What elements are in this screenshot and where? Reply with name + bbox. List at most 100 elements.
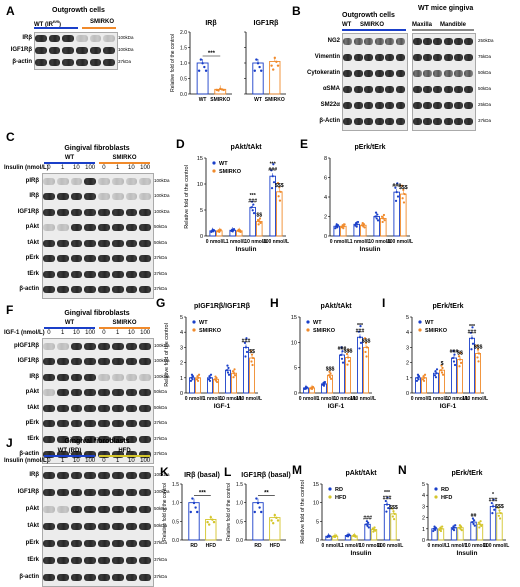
data-point xyxy=(341,350,344,353)
panel-label-b: B xyxy=(292,4,301,18)
blot-F-band xyxy=(125,358,138,366)
blot-F-band xyxy=(125,342,138,350)
blot-b-band xyxy=(364,38,373,45)
blot-a-mw-label: 100kDa xyxy=(118,47,134,52)
blot-J-band xyxy=(139,556,151,564)
y-tick-label: 8 xyxy=(324,156,327,162)
blot-F-band xyxy=(84,358,96,366)
blot-F-band xyxy=(111,451,124,459)
blot-J-band xyxy=(125,471,138,479)
y-tick-label: 0 xyxy=(422,538,425,544)
blot-F-band xyxy=(43,404,55,412)
data-point xyxy=(227,366,230,370)
data-point xyxy=(191,378,194,381)
bar xyxy=(252,502,264,541)
blot-C-band xyxy=(70,286,83,294)
blot-J-dose: 100 xyxy=(140,458,151,464)
significance-mark: ### xyxy=(392,183,401,189)
blot-J-band xyxy=(70,471,83,479)
blot-C-band xyxy=(56,177,69,185)
panel-label-c: C xyxy=(6,130,15,144)
legend-marker xyxy=(418,328,422,332)
data-point xyxy=(367,521,370,524)
data-point xyxy=(358,336,362,339)
blot-b-band xyxy=(374,54,384,61)
blot-J-band xyxy=(56,539,69,547)
legend-marker xyxy=(212,169,216,173)
blot-F-band xyxy=(111,373,124,381)
x-tick-label: 100 nmol/L xyxy=(236,396,262,402)
data-point xyxy=(459,525,463,528)
blot-J-band xyxy=(84,539,96,547)
blot-b-band xyxy=(353,86,363,93)
data-point xyxy=(365,355,368,358)
y-tick-label: 0 xyxy=(324,234,327,240)
blot-C-band xyxy=(56,255,69,263)
data-point xyxy=(400,184,404,187)
blot-a-band xyxy=(62,59,74,66)
blot-F-band xyxy=(111,435,124,443)
y-tick-label: 5 xyxy=(316,519,319,525)
blot-F-mw-label: 100kDa xyxy=(154,358,170,364)
blot-C-band xyxy=(139,208,151,216)
data-point xyxy=(422,379,426,382)
blot-b-band xyxy=(423,54,433,61)
blot-F-band xyxy=(98,451,110,459)
panel-label: G xyxy=(156,296,165,310)
blot-a-band xyxy=(76,47,88,54)
data-point xyxy=(345,352,349,356)
blot-J-band xyxy=(43,488,55,496)
blot-J-band xyxy=(70,539,83,547)
y-tick-label: 6 xyxy=(324,176,327,182)
y-axis-label: Relative fold of the control xyxy=(226,483,232,541)
blot-b-row-label: SM22α xyxy=(320,102,340,108)
blot-F-band xyxy=(139,358,151,366)
blot-C-membrane xyxy=(42,173,154,299)
blot-J-band xyxy=(125,522,138,530)
blot-C-band xyxy=(125,177,138,185)
blot-a-group1-sup: fl/fl xyxy=(53,19,59,24)
bar xyxy=(252,62,264,95)
blot-F-dose: 10 xyxy=(73,330,80,336)
blot-b-band xyxy=(433,54,443,61)
data-point xyxy=(471,342,475,345)
blot-C-band xyxy=(84,208,96,216)
blot-C-group2: SMIRKO xyxy=(112,155,137,161)
blot-F-band xyxy=(139,373,151,381)
data-point xyxy=(365,520,369,523)
data-point xyxy=(336,226,339,229)
y-tick-label: 0 xyxy=(200,234,203,240)
x-tick-label: 10 nmol/L xyxy=(359,543,382,549)
blot-C-band xyxy=(70,255,83,263)
blot-J-dose: 0 xyxy=(47,458,51,464)
data-point xyxy=(222,88,225,92)
data-point xyxy=(253,510,256,514)
blot-b-band xyxy=(464,118,473,125)
blot-b-band xyxy=(413,54,422,61)
blot-C-band xyxy=(70,224,83,232)
blot-b-band xyxy=(433,38,443,45)
significance-mark: ### xyxy=(383,496,392,502)
chart-title: IGF1Rβ (basal) xyxy=(241,472,290,479)
blot-C-row-label: tAkt xyxy=(27,239,39,246)
y-tick-label: 1.5 xyxy=(236,482,243,488)
blot-a-mw-label: 100kDa xyxy=(118,35,134,40)
blot-J-band xyxy=(139,539,151,547)
blot-J-mw-label: 37kDa xyxy=(154,573,168,579)
blot-J-group2: HFD xyxy=(118,448,131,454)
blot-J-dose: 10 xyxy=(73,458,80,464)
blot-C-mw-label: 100kDa xyxy=(154,177,170,183)
blot-F-band xyxy=(70,373,83,381)
data-point xyxy=(357,330,361,333)
blot-b-band xyxy=(385,70,394,77)
blot-b-band xyxy=(395,86,405,93)
blot-F-row-label: pAkt xyxy=(25,389,39,396)
data-point xyxy=(439,369,443,372)
data-point xyxy=(232,228,236,231)
blot-b-band xyxy=(433,70,443,77)
data-point xyxy=(417,378,420,381)
chart-title: pAkt/tAkt xyxy=(320,303,352,310)
blot-C-bar-g2 xyxy=(99,162,150,164)
y-tick-label: 5 xyxy=(180,315,183,321)
blot-C-band xyxy=(98,255,110,263)
